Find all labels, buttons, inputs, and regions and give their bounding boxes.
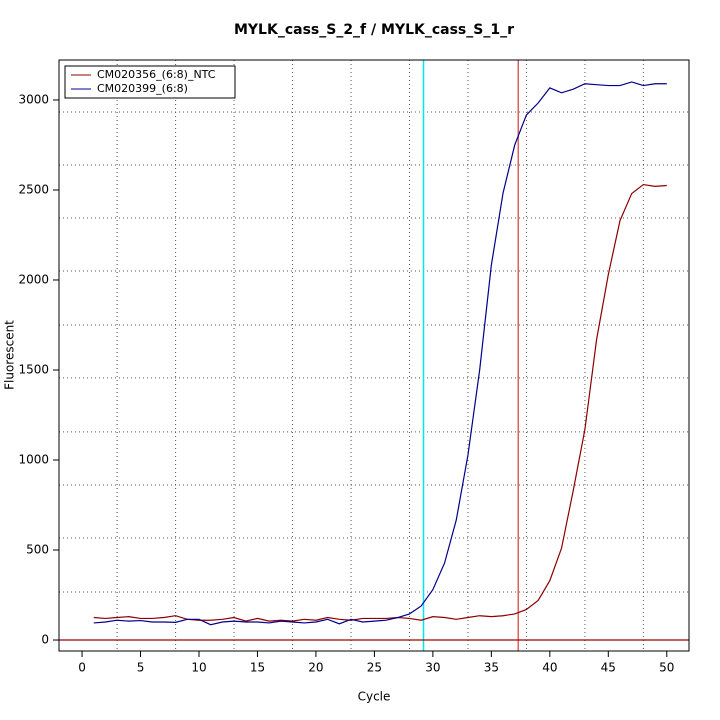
y-tick-label: 1500: [18, 362, 49, 376]
y-tick-label: 2500: [18, 182, 49, 196]
x-tick-label: 25: [367, 661, 382, 675]
y-tick-label: 1000: [18, 453, 49, 467]
x-tick-label: 5: [137, 661, 145, 675]
y-tick-label: 500: [26, 543, 49, 557]
plot-frame: [58, 59, 690, 652]
x-tick-label: 50: [659, 661, 674, 675]
legend-box: [64, 65, 236, 99]
legend-label: CM020356_(6:8)_NTC: [97, 68, 216, 81]
x-tick-label: 40: [542, 661, 557, 675]
chart-title: MYLK_cass_S_2_f / MYLK_cass_S_1_r: [234, 22, 514, 38]
legend-label: CM020399_(6:8): [97, 82, 188, 95]
y-tick-label: 3000: [18, 92, 49, 106]
x-axis-label: Cycle: [358, 690, 391, 704]
y-tick-label: 2000: [18, 272, 49, 286]
y-axis-label: Fluorescent: [3, 320, 17, 390]
x-tick-label: 0: [78, 661, 86, 675]
series-line: [93, 81, 667, 626]
x-tick-label: 30: [425, 661, 440, 675]
x-tick-label: 35: [484, 661, 499, 675]
x-tick-label: 10: [191, 661, 206, 675]
x-tick-label: 20: [308, 661, 323, 675]
x-tick-label: 45: [601, 661, 616, 675]
x-tick-label: 15: [250, 661, 265, 675]
y-tick-label: 0: [41, 633, 49, 647]
series-line: [93, 183, 667, 622]
